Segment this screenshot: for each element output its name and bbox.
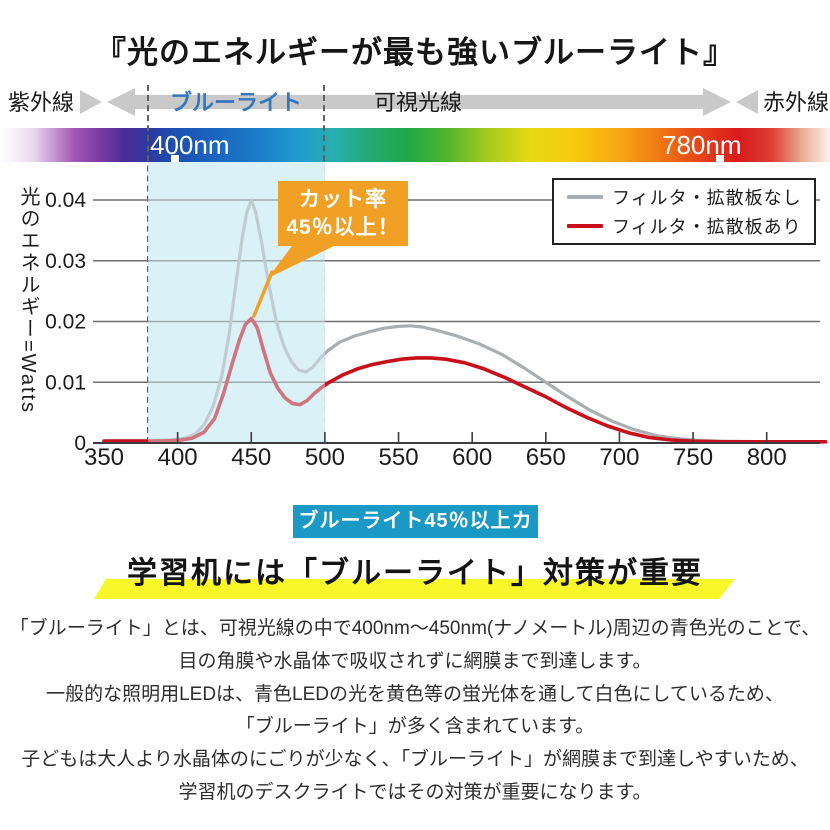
wavelength-400nm-label: 400nm [150,130,230,160]
x-tick-label: 550 [379,444,419,471]
y-tick-label: 0 [74,432,86,455]
red-line-swatch-icon [567,223,603,228]
callout-line2: 45％以上！ [286,215,400,239]
body-text: 「ブルーライト」とは、可視光線の中で400nm～450nm(ナノメートル)周辺の… [0,613,830,810]
y-tick-label: 0.04 [45,189,86,212]
y-axis-title: 光のエネルギー=Watts [17,186,39,415]
ir-arrowhead-icon [736,90,758,114]
body-line: 「ブルーライト」が多く含まれています。 [235,716,595,738]
bluelight-range-label: ブルーライト [170,90,302,115]
x-tick-label: 450 [231,444,271,471]
uv-label: 紫外線 [8,90,74,115]
wavelength-arrow-row: 紫外線 ブルーライト 可視光線 赤外線 [8,88,829,116]
ir-label: 赤外線 [763,90,829,115]
chart-legend: フィルタ・拡散板なし フィルタ・拡散板あり [552,178,816,245]
x-tick-label: 800 [747,444,787,471]
callout-tail-icon [268,246,334,278]
body-line: 学習机のデスクライトではその対策が重要になります。 [178,781,652,803]
page-title: 『光のエネルギーが最も強いブルーライト』 [95,35,735,70]
visible-arrow-bar [135,95,703,109]
wavelength-400nm-tick [171,155,179,162]
callout-line1: カット率 [299,187,387,211]
body-line: 「ブルーライト」とは、可視光線の中で400nm～450nm(ナノメートル)周辺の… [9,618,821,639]
x-tick-label: 700 [599,444,639,471]
y-tick-label: 0.02 [45,311,86,334]
series-curve [102,316,828,444]
legend-item-with-filter: フィルタ・拡散板あり [554,213,814,239]
series-curve [102,198,828,444]
yellow-highlight-bar [94,579,735,599]
band-left-dashed-line [147,85,149,443]
section-heading: 学習机には「ブルーライト」対策が重要 [127,557,703,590]
uv-arrowhead-icon [80,90,102,114]
visible-arrow-left-head-icon [107,88,135,116]
x-tick-label: 400 [158,444,198,471]
visible-light-label: 可視光線 [374,90,462,115]
x-tick-label: 600 [452,444,492,471]
gray-line-swatch-icon [567,195,603,200]
wavelength-780nm-tick [716,155,724,162]
cut-rate-callout: カット率 45％以上！ [278,181,408,246]
x-tick-label: 750 [673,444,713,471]
y-tick-label: 0.03 [45,250,86,273]
visible-arrow-right-head-icon [703,88,731,116]
wavelength-780nm-label: 780nm [662,130,742,160]
legend-item-no-filter: フィルタ・拡散板なし [554,184,814,210]
legend-label: フィルタ・拡散板なし [612,188,802,209]
spectrum-gradient-bar: 400nm 780nm [0,128,830,162]
legend-label: フィルタ・拡散板あり [612,216,802,237]
body-line: 子どもは大人より水晶体のにごりが少なく、「ブルーライト」が網膜まで到達しやすいた… [21,749,809,771]
x-tick-label: 350 [84,444,124,471]
body-line: 一般的な照明用LEDは、青色LEDの光を黄色等の蛍光体を通して白色にしているため… [46,683,784,705]
y-tick-label: 0.01 [45,371,86,394]
callout-connector-line [252,270,274,318]
x-tick-label: 500 [305,444,345,471]
cut-badge: ブルーライト45％以上カット [293,505,538,565]
x-tick-label: 650 [526,444,566,471]
body-line: 目の角膜や水晶体で吸収されずに網膜まで到達します。 [178,650,652,672]
